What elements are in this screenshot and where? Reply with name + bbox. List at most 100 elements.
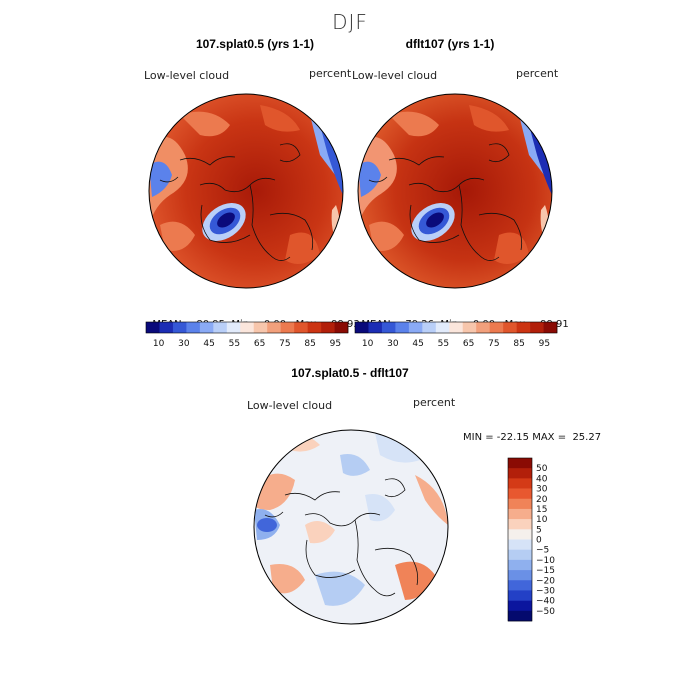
colorbar-panel1-tick-label: 65 — [254, 339, 265, 349]
colorbar-panel2-swatch — [516, 322, 531, 333]
colorbar-panel2-tick-label: 85 — [513, 339, 524, 349]
colorbar-panel3-swatch — [508, 610, 532, 622]
colorbar-panel2-tick-label: 10 — [362, 339, 374, 349]
panel2-field-label: Low-level cloud — [352, 69, 438, 82]
colorbar-panel3-swatch — [508, 570, 532, 581]
colorbar-panel3-swatch — [508, 468, 532, 479]
panel3-minmax: MIN = -22.15 MAX = 25.27 — [463, 432, 602, 443]
colorbar-panel3-tick-label: −5 — [536, 546, 549, 556]
colorbar-panel2-swatch — [543, 322, 558, 333]
colorbar-panel1-tick-label: 55 — [229, 339, 240, 349]
map-panel3-field — [254, 430, 448, 624]
colorbar-panel1-swatch — [334, 322, 349, 333]
map-panel2-field — [358, 94, 552, 288]
colorbar-panel3-outline — [507, 457, 533, 622]
colorbar-panel2-swatch — [408, 322, 423, 333]
colorbar-panel2-swatch — [435, 322, 450, 333]
map-panel1-field — [149, 94, 343, 288]
colorbar-panel2-tick-label: 55 — [438, 339, 449, 349]
colorbar-panel2-swatch — [395, 322, 410, 333]
colorbar-panel2-tick-label: 75 — [488, 339, 499, 349]
colorbar-panel3-tick-label: 0 — [536, 536, 542, 546]
colorbar-panel1-swatch — [267, 322, 281, 333]
season-title: DJF — [332, 10, 368, 34]
panel1-field-label: Low-level cloud — [144, 69, 230, 82]
colorbar-panel3-swatch — [508, 519, 532, 530]
colorbar-panel2-swatch — [530, 322, 544, 333]
colorbar-panel3-tick-label: 50 — [536, 464, 548, 474]
panel3-title: 107.splat0.5 - dflt107 — [291, 366, 409, 380]
colorbar-panel3-swatch — [508, 580, 532, 591]
colorbar-panel3-swatch — [508, 539, 532, 550]
map-panel1 — [148, 93, 344, 289]
colorbar-panel3-tick-label: −50 — [536, 607, 555, 617]
colorbar-panel3-swatch — [508, 508, 532, 520]
colorbar-panel1-tick-label: 10 — [153, 339, 165, 349]
colorbar-panel1-swatch — [213, 322, 228, 333]
colorbar-panel3-tick-label: −20 — [536, 576, 555, 586]
colorbar-panel2-swatch — [381, 322, 396, 333]
colorbar-panel3-swatch — [508, 458, 532, 469]
colorbar-panel1-tick-label: 95 — [330, 339, 341, 349]
colorbar-panel3-swatch — [508, 488, 532, 500]
colorbar-panel2-outline — [354, 321, 558, 334]
colorbar-panel2-swatch — [489, 322, 504, 333]
colorbar-panel1-swatch — [253, 322, 268, 333]
colorbar-panel1-tick-label: 45 — [203, 339, 214, 349]
colorbar-panel1-swatch — [240, 322, 255, 333]
colorbar-panel1-swatch — [226, 322, 241, 333]
colorbar-panel3-swatch — [508, 559, 532, 571]
colorbar-panel3-tick-label: −30 — [536, 586, 555, 596]
colorbar-panel3-swatch — [508, 549, 532, 561]
colorbar-panel3-tick-label: 15 — [536, 505, 547, 515]
colorbar-panel2: 10 30 45 55 65 75 85 95 — [354, 321, 558, 349]
colorbar-panel1-tick-label: 85 — [304, 339, 315, 349]
colorbar-panel3-tick-label: 40 — [536, 474, 548, 484]
colorbar-panel3-tick-label: −40 — [536, 597, 555, 607]
colorbar-panel1-swatch — [321, 322, 335, 333]
colorbar-panel1-swatch — [159, 322, 174, 333]
colorbar-panel1-tick-label: 30 — [178, 339, 190, 349]
colorbar-panel2-swatch — [368, 322, 383, 333]
colorbar-panel2-tick-label: 95 — [539, 339, 550, 349]
colorbar-panel2-swatch — [422, 322, 437, 333]
colorbar-panel1-swatch — [294, 322, 308, 333]
colorbar-panel3-tick-label: 10 — [536, 515, 548, 525]
panel1-units-label: percent — [309, 67, 352, 80]
colorbar-panel1: 10 30 45 55 65 75 85 95 — [145, 321, 349, 349]
panel1-title: 107.splat0.5 (yrs 1-1) — [195, 37, 315, 51]
panel2-title: dflt107 (yrs 1-1) — [405, 37, 495, 51]
colorbar-panel3-swatch — [508, 498, 532, 510]
colorbar-panel3-swatch — [508, 478, 532, 489]
colorbar-panel2-tick-label: 30 — [387, 339, 399, 349]
colorbar-panel1-swatch — [199, 322, 214, 333]
colorbar-panel2-swatch — [462, 322, 477, 333]
colorbar-panel3-tick-label: 30 — [536, 485, 548, 495]
colorbar-panel1-swatch — [280, 322, 295, 333]
map-panel2 — [357, 93, 553, 289]
colorbar-panel1-swatch — [172, 322, 187, 333]
map-panel3 — [253, 429, 449, 625]
colorbar-panel2-tick-label: 45 — [412, 339, 423, 349]
colorbar-panel1-outline — [145, 321, 349, 334]
colorbar-panel3-tick-label: −10 — [536, 556, 555, 566]
colorbar-panel2-swatch — [355, 322, 369, 333]
panel3-field-label: Low-level cloud — [247, 399, 333, 412]
colorbar-panel3-swatch — [508, 600, 532, 612]
colorbar-panel1-swatch — [186, 322, 201, 333]
colorbar-panel3-tick-label: 5 — [536, 525, 542, 535]
panel2-units-label: percent — [516, 67, 559, 80]
colorbar-panel1-swatch — [307, 322, 322, 333]
colorbar-panel2-swatch — [449, 322, 464, 333]
colorbar-panel2-tick-label: 65 — [463, 339, 474, 349]
colorbar-panel3-tick-label: −15 — [536, 566, 555, 576]
colorbar-panel3-tick-label: 20 — [536, 495, 548, 505]
panel3-units-label: percent — [413, 396, 456, 409]
colorbar-panel3-swatch — [508, 529, 532, 540]
colorbar-panel2-swatch — [476, 322, 490, 333]
colorbar-panel2-swatch — [503, 322, 517, 333]
colorbar-panel1-tick-label: 75 — [279, 339, 290, 349]
colorbar-panel1-swatch — [146, 322, 160, 333]
colorbar-panel3-swatch — [508, 590, 532, 601]
